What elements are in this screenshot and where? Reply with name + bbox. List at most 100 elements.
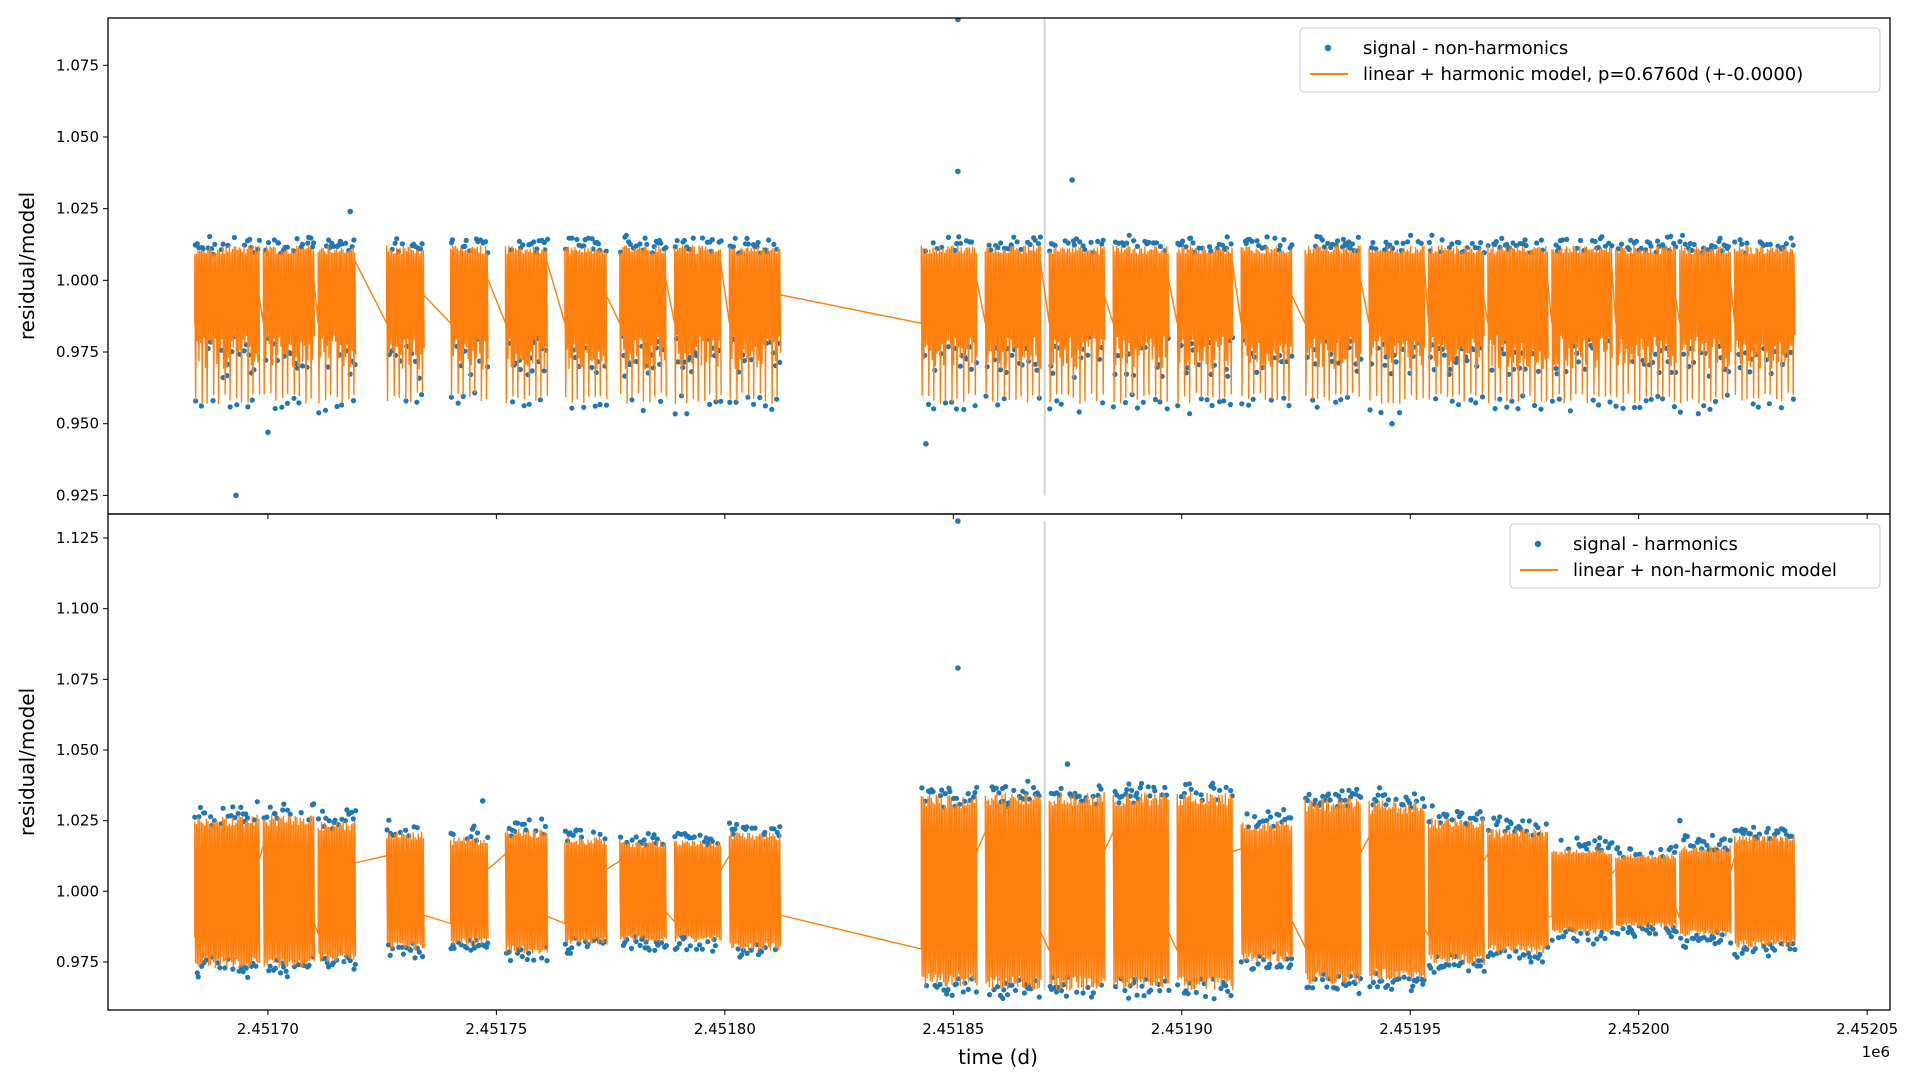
signal-point [1255, 961, 1261, 967]
signal-point [680, 364, 686, 371]
signal-point [1788, 349, 1794, 355]
signal-point [1655, 393, 1661, 399]
signal-point [627, 361, 633, 368]
signal-point [1009, 352, 1015, 358]
signal-point [1561, 933, 1567, 940]
signal-point [1383, 239, 1389, 245]
signal-point [1499, 235, 1505, 241]
signal-point [531, 957, 537, 963]
signal-point [343, 240, 349, 246]
signal-point [1208, 248, 1214, 254]
signal-point [542, 823, 549, 830]
signal-point [1227, 401, 1233, 408]
signal-point [972, 403, 978, 409]
signal-point [1398, 248, 1404, 254]
signal-point [1421, 803, 1427, 810]
signal-point [1375, 792, 1381, 798]
signal-outlier-point [923, 441, 929, 447]
signal-point [1648, 850, 1654, 856]
signal-point [1008, 242, 1014, 248]
signal-point [1306, 984, 1312, 990]
signal-point [385, 942, 392, 948]
signal-point [298, 810, 304, 816]
signal-point [234, 402, 240, 408]
signal-point [267, 804, 273, 810]
signal-point [1367, 407, 1373, 413]
signal-point [1734, 954, 1740, 960]
signal-point [247, 236, 253, 242]
signal-point [1011, 234, 1017, 240]
signal-point [267, 963, 273, 969]
signal-point [394, 236, 400, 242]
signal-point [1556, 245, 1562, 251]
signal-point [230, 966, 236, 972]
signal-outlier-point [479, 798, 486, 804]
signal-point [1152, 396, 1158, 403]
signal-point [945, 987, 951, 993]
signal-point [1254, 369, 1260, 375]
signal-point [1538, 406, 1544, 412]
signal-point [1473, 817, 1479, 823]
signal-point [997, 367, 1004, 373]
signal-point [1564, 236, 1570, 242]
signal-point [1710, 935, 1717, 941]
signal-point [1590, 397, 1596, 403]
signal-point [1281, 395, 1287, 401]
signal-point [1342, 797, 1348, 804]
signal-point [203, 957, 210, 963]
signal-point [1018, 246, 1024, 253]
signal-point [399, 241, 405, 247]
signal-point [1449, 817, 1455, 823]
signal-point [676, 941, 683, 947]
signal-point [1538, 237, 1544, 243]
signal-point [1739, 950, 1745, 956]
signal-point [284, 400, 290, 406]
signal-point [1137, 785, 1143, 791]
bottom-legend-box [1509, 523, 1881, 589]
signal-point [1492, 406, 1498, 412]
signal-point [208, 814, 214, 820]
signal-point [926, 401, 932, 407]
signal-outlier-point [955, 518, 961, 524]
signal-point [732, 826, 738, 832]
signal-point [757, 394, 763, 401]
signal-point [707, 401, 713, 407]
signal-point [1228, 788, 1234, 794]
signal-point [1340, 236, 1346, 242]
signal-point [995, 245, 1001, 251]
signal-point [1034, 367, 1040, 373]
signal-point [1775, 243, 1781, 249]
signal-point [675, 359, 681, 365]
signal-point [1153, 240, 1159, 246]
signal-point [1613, 403, 1619, 409]
signal-point [577, 827, 584, 833]
signal-point [241, 348, 247, 354]
signal-point [1228, 241, 1234, 247]
signal-point [1210, 780, 1216, 787]
signal-point [1333, 399, 1339, 405]
signal-point [1594, 936, 1600, 942]
signal-point [1792, 946, 1798, 953]
signal-point [642, 235, 648, 241]
signal-point [1617, 850, 1623, 856]
signal-point [1116, 800, 1122, 806]
signal-point [1145, 784, 1151, 790]
signal-point [1763, 947, 1769, 953]
signal-point [1211, 996, 1217, 1002]
signal-point [1765, 953, 1772, 959]
signal-point [507, 957, 514, 964]
signal-point [1441, 352, 1447, 358]
x-tick-label: 2.45205 [1836, 1020, 1898, 1038]
signal-point [592, 403, 598, 409]
signal-point [939, 787, 945, 793]
signal-point [1682, 241, 1688, 247]
signal-point [1190, 240, 1196, 246]
signal-point [1701, 839, 1707, 845]
signal-point [597, 401, 603, 408]
signal-point [349, 244, 355, 250]
x-axis-label: time (d) [958, 1045, 1038, 1069]
signal-point [1497, 814, 1503, 820]
signal-point [458, 942, 464, 948]
signal-point [633, 938, 639, 945]
signal-point [712, 943, 719, 949]
